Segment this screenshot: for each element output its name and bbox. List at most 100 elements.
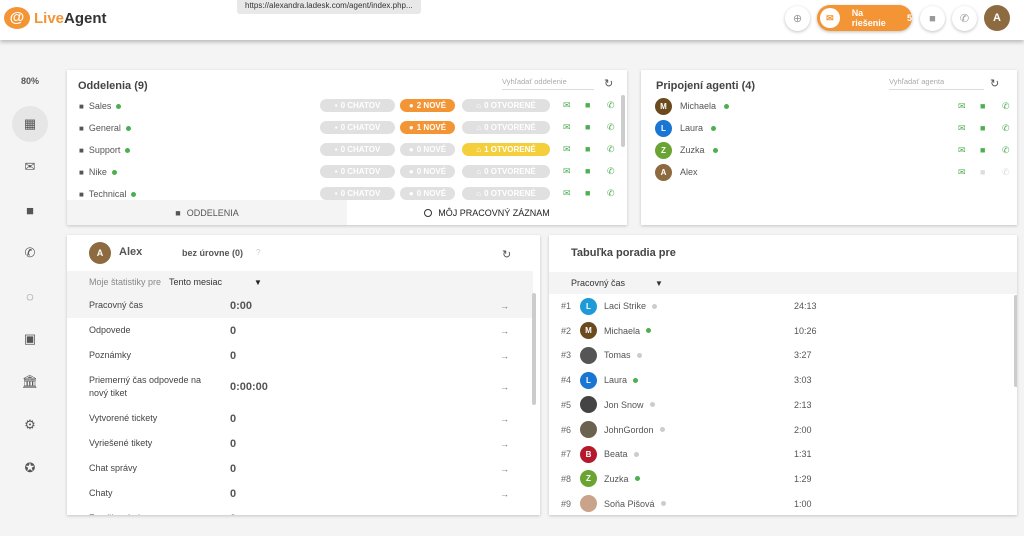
chats-badge[interactable]: ▪ 0 CHATOV — [320, 99, 395, 112]
stat-row[interactable]: Odpovede 0 → — [67, 318, 533, 343]
sidebar-item-knowledgebase[interactable]: 🏛 — [12, 364, 48, 400]
phone-icon[interactable]: ✆ — [607, 144, 615, 154]
email-icon[interactable]: ✉ — [958, 145, 966, 155]
open-badge[interactable]: ⌂ 1 OTVORENÉ — [462, 143, 550, 156]
new-badge[interactable]: ● 0 NOVÉ — [400, 143, 455, 156]
stat-row[interactable]: Vyriešené tikety 0 → — [67, 431, 533, 456]
phone-icon[interactable]: ✆ — [1002, 101, 1010, 111]
chat-icon[interactable]: ■ — [585, 122, 591, 132]
refresh-icon[interactable]: ↻ — [604, 78, 614, 90]
department-name[interactable]: ■ Sales — [79, 101, 122, 111]
email-icon[interactable]: ✉ — [958, 123, 966, 133]
help-icon[interactable]: ? — [256, 248, 261, 257]
sidebar-item-mail[interactable]: ✉ — [12, 149, 48, 185]
scrollbar[interactable] — [621, 95, 625, 147]
arrow-right-icon[interactable]: → — [500, 325, 509, 336]
chats-badge[interactable]: ▪ 0 CHATOV — [320, 121, 395, 134]
add-button[interactable]: ⊕ — [785, 6, 810, 31]
metric-dropdown[interactable]: Pracovný čas — [571, 278, 626, 288]
refresh-icon[interactable]: ↻ — [502, 249, 512, 261]
department-name[interactable]: ■ General — [79, 123, 131, 133]
email-icon[interactable]: ✉ — [563, 188, 571, 198]
chat-icon[interactable]: ■ — [980, 145, 986, 155]
sidebar-item-phone[interactable]: ✆ — [12, 235, 48, 271]
stat-row[interactable]: Zmeškané chaty 0 → — [67, 506, 533, 516]
caret-down-icon[interactable]: ▼ — [254, 277, 262, 287]
arrow-right-icon[interactable]: → — [500, 438, 509, 449]
department-search-input[interactable]: Vyhľadať oddelenie — [502, 76, 594, 90]
chat-icon[interactable]: ■ — [980, 167, 986, 177]
chats-badge[interactable]: ▪ 0 CHATOV — [320, 165, 395, 178]
pending-tickets-button[interactable]: ✉ Na riešenie 5 — [817, 5, 912, 31]
open-badge[interactable]: ⌂ 0 OTVORENÉ — [462, 187, 550, 200]
open-badge[interactable]: ⌂ 0 OTVORENÉ — [462, 121, 550, 134]
arrow-right-icon[interactable]: → — [500, 300, 509, 311]
sidebar-item-dashboard[interactable]: ▦ — [12, 106, 48, 142]
chat-icon[interactable]: ■ — [585, 100, 591, 110]
phone-icon[interactable]: ✆ — [1002, 145, 1010, 155]
call-status-button[interactable]: ✆ — [952, 6, 977, 31]
arrow-right-icon[interactable]: → — [500, 463, 509, 474]
email-icon[interactable]: ✉ — [563, 144, 571, 154]
new-badge[interactable]: ● 0 NOVÉ — [400, 165, 455, 178]
scrollbar[interactable] — [1014, 295, 1017, 387]
agent-search-input[interactable]: Vyhľadať agenta — [889, 76, 984, 90]
phone-icon[interactable]: ✆ — [1002, 123, 1010, 133]
chats-badge-text: 0 CHATOV — [340, 145, 381, 154]
rank: #8 — [561, 473, 572, 484]
phone-icon[interactable]: ✆ — [607, 100, 615, 110]
sidebar-item-plugins[interactable]: ✪ — [12, 450, 48, 486]
phone-icon[interactable]: ✆ — [607, 122, 615, 132]
chat-icon[interactable]: ■ — [980, 123, 986, 133]
department-name[interactable]: ■ Support — [79, 145, 131, 155]
chat-icon[interactable]: ■ — [585, 144, 591, 154]
open-badge[interactable]: ⌂ 0 OTVORENÉ — [462, 165, 550, 178]
chats-badge[interactable]: ▪ 0 CHATOV — [320, 187, 395, 200]
chat-icon[interactable]: ■ — [980, 101, 986, 111]
liveagent-logo[interactable]: @ LiveAgent — [4, 7, 107, 29]
tab-my-work-record[interactable]: MÔJ PRACOVNÝ ZÁZNAM — [347, 200, 627, 225]
agent-avatar: M — [580, 322, 597, 340]
new-badge[interactable]: ● 0 NOVÉ — [400, 187, 455, 200]
stat-row[interactable]: Priemerný čas odpovede na nový tiket 0:00… — [67, 368, 533, 406]
arrow-right-icon[interactable]: → — [500, 413, 509, 424]
phone-icon[interactable]: ✆ — [607, 166, 615, 176]
email-icon[interactable]: ✉ — [563, 166, 571, 176]
chat-icon[interactable]: ■ — [585, 188, 591, 198]
chats-badge[interactable]: ▪ 0 CHATOV — [320, 143, 395, 156]
arrow-right-icon[interactable]: → — [500, 488, 509, 499]
caret-down-icon[interactable]: ▼ — [655, 278, 663, 288]
stat-row[interactable]: Chaty 0 → — [67, 481, 533, 506]
email-icon[interactable]: ✉ — [958, 167, 966, 177]
stat-row[interactable]: Pracovný čas 0:00 → — [67, 293, 533, 318]
chat-icon[interactable]: ■ — [585, 166, 591, 176]
email-icon[interactable]: ✉ — [563, 100, 571, 110]
stat-row[interactable]: Vytvorené tickety 0 → — [67, 406, 533, 431]
scrollbar[interactable] — [532, 293, 536, 405]
sidebar-item-contacts[interactable]: ▣ — [12, 321, 48, 357]
open-badge[interactable]: ⌂ 0 OTVORENÉ — [462, 99, 550, 112]
zoom-level[interactable]: 80% — [20, 76, 39, 86]
arrow-right-icon[interactable]: → — [500, 382, 509, 392]
department-label: Nike — [88, 167, 107, 177]
tab-departments[interactable]: ■ ODDELENIA — [67, 200, 347, 225]
period-dropdown[interactable]: Tento mesiac — [169, 277, 223, 287]
email-icon[interactable]: ✉ — [563, 122, 571, 132]
refresh-icon[interactable]: ↻ — [990, 78, 1000, 90]
department-name[interactable]: ■ Technical — [79, 189, 137, 199]
phone-icon[interactable]: ✆ — [607, 188, 615, 198]
sidebar-item-chat[interactable]: ■ — [12, 192, 48, 228]
chat-status-button[interactable]: ■ — [920, 6, 945, 31]
sidebar-item-reports[interactable]: ◌ — [12, 278, 48, 314]
stat-row[interactable]: Chat správy 0 → — [67, 456, 533, 481]
department-name[interactable]: ■ Nike — [79, 167, 117, 177]
sidebar-item-settings[interactable]: ⚙ — [12, 407, 48, 443]
new-badge[interactable]: ● 1 NOVÉ — [400, 121, 455, 134]
phone-icon[interactable]: ✆ — [1002, 167, 1010, 177]
stat-row[interactable]: Poznámky 0 → — [67, 343, 533, 368]
user-avatar[interactable]: A — [984, 5, 1010, 31]
arrow-right-icon[interactable]: → — [500, 350, 509, 361]
arrow-right-icon[interactable]: → — [500, 514, 509, 516]
email-icon[interactable]: ✉ — [958, 101, 966, 111]
new-badge[interactable]: ● 2 NOVÉ — [400, 99, 455, 112]
